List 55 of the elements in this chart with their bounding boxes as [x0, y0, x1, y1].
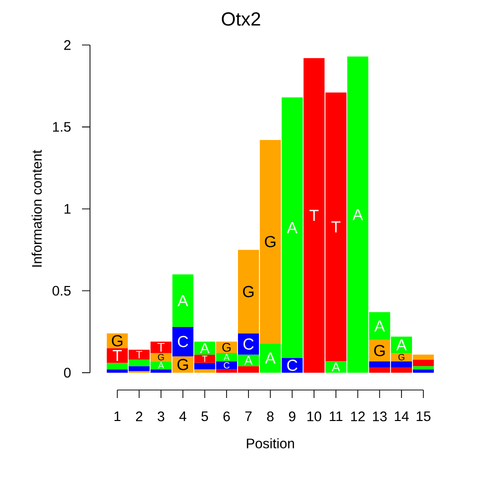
x-tick-label: 9 [288, 412, 296, 422]
bar [172, 326, 194, 356]
data-label: C [287, 360, 298, 371]
x-tick-label: 13 [373, 412, 387, 422]
data-label: G [398, 354, 404, 360]
x-tick-label: 7 [245, 412, 252, 422]
y-tick-label: 0 [64, 368, 71, 378]
data-label: A [332, 362, 340, 372]
bar [172, 274, 194, 327]
x-tick-label: 14 [394, 412, 409, 422]
x-tick-label: 1 [114, 412, 120, 422]
x-tick-label: 4 [179, 412, 186, 422]
x-tick-label: 5 [201, 412, 208, 422]
y-axis-title: Information content [32, 150, 42, 267]
data-label: C [178, 336, 188, 348]
data-label: G [243, 286, 254, 298]
y-tick-label: 1 [64, 204, 71, 214]
data-label: T [157, 342, 165, 352]
data-label: G [177, 358, 188, 370]
data-label: A [158, 362, 164, 368]
x-tick-label: 10 [307, 412, 322, 422]
x-tick-label: 15 [416, 412, 430, 422]
data-label: T [112, 350, 122, 361]
data-label: C [244, 338, 254, 350]
data-label: A [286, 222, 298, 234]
data-label: A [352, 209, 364, 220]
x-tick-label: 6 [223, 412, 230, 422]
x-tick-label: 2 [136, 412, 142, 422]
x-axis-title: Position [246, 438, 294, 448]
data-label: A [200, 343, 210, 354]
x-tick-label: 3 [158, 412, 164, 422]
data-label: G [374, 344, 385, 356]
data-label: A [265, 352, 276, 364]
chart-title: Otx2 [222, 12, 260, 26]
data-label: A [374, 320, 385, 332]
data-label: T [331, 221, 340, 232]
y-tick-label: 0.5 [52, 286, 71, 296]
data-label: T [202, 356, 208, 362]
data-label: G [112, 335, 122, 346]
data-label: A [178, 295, 188, 306]
data-label: A [396, 339, 407, 350]
x-tick-label: 11 [330, 412, 342, 422]
data-label: T [310, 210, 319, 221]
data-label: T [136, 350, 142, 358]
data-label: A [244, 356, 253, 365]
data-label: C [224, 362, 230, 369]
y-tick-label: 1.5 [53, 122, 71, 132]
x-tick-label: 8 [267, 412, 274, 422]
data-label: G [158, 354, 164, 360]
x-tick-label: 12 [351, 412, 365, 422]
bar [216, 342, 238, 354]
data-label: G [222, 342, 231, 352]
y-tick-label: 2 [64, 40, 70, 50]
data-label: G [264, 236, 276, 248]
data-label: A [224, 354, 230, 360]
